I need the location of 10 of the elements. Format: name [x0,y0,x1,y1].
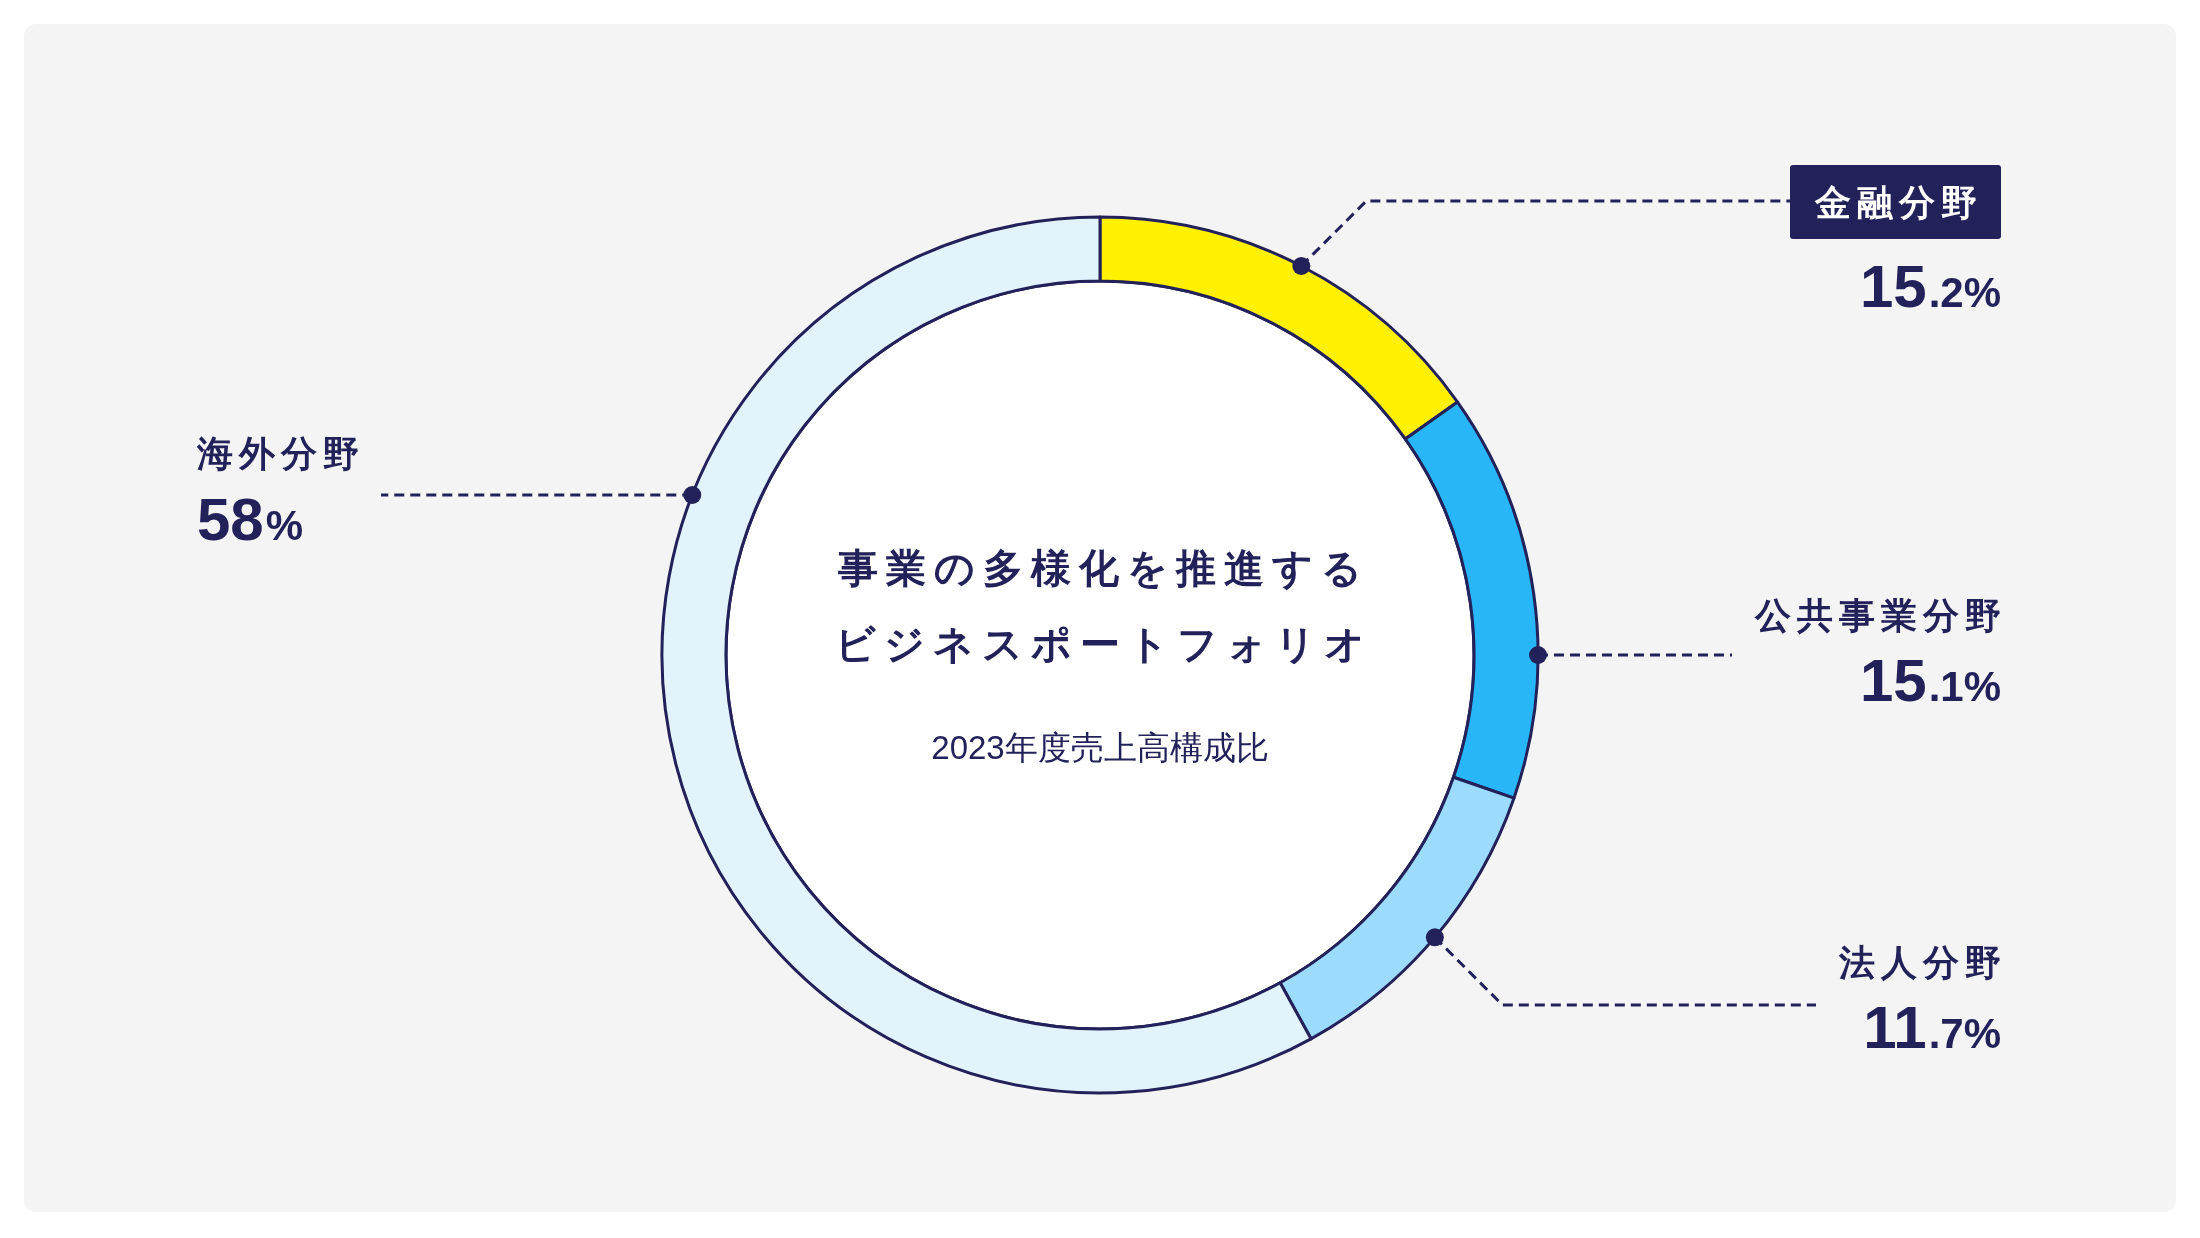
slice-label: 金融分野 [1814,181,1983,223]
data-label: 15.1% [1859,647,2001,714]
slice-label: 海外分野 [196,432,365,474]
data-label: 11.7% [1863,994,2001,1061]
text: 2023年度売上高構成比 [931,728,1269,766]
text: 事業の多様化を推進するビジネスポートフォリオ [835,546,1373,666]
data-label: 15.2% [1859,253,2001,320]
data-label: 58% [197,486,304,553]
slice-label: 公共事業分野 [1754,594,2007,636]
slice-label: 法人分野 [1838,941,2007,983]
